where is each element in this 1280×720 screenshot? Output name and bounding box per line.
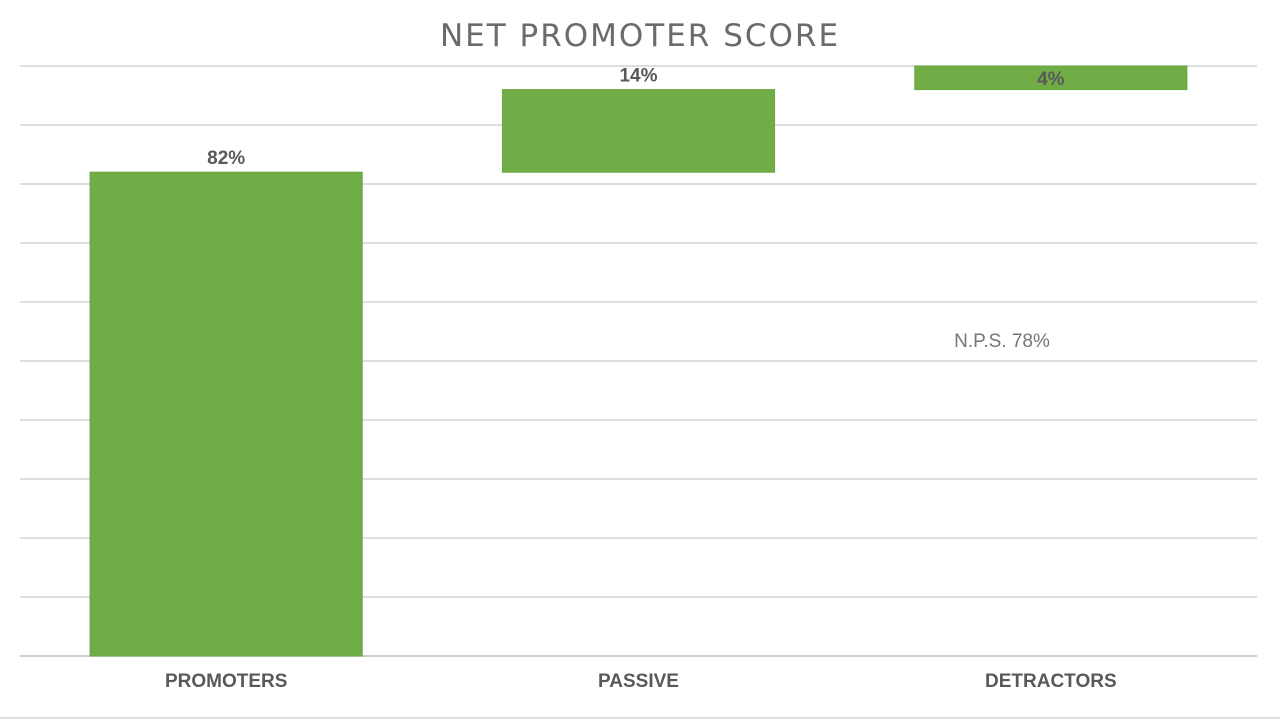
- data-label-promoters: 82%: [207, 148, 245, 169]
- bars: [89, 65, 1188, 657]
- category-labels: PROMOTERS PASSIVE DETRACTORS: [165, 671, 1117, 692]
- bar-passive: [501, 89, 776, 173]
- nps-annotation: N.P.S. 78%: [954, 331, 1050, 352]
- data-label-detractors: 4%: [1037, 69, 1065, 90]
- data-label-passive: 14%: [619, 66, 657, 87]
- category-label-detractors: DETRACTORS: [985, 671, 1117, 692]
- category-label-passive: PASSIVE: [598, 671, 679, 692]
- data-labels: 82% 14% 4%: [207, 66, 1065, 170]
- chart-title: NET PROMOTER SCORE: [440, 18, 840, 54]
- category-label-promoters: PROMOTERS: [165, 671, 287, 692]
- bar-promoters: [89, 171, 363, 657]
- bar-detractors: [914, 65, 1188, 91]
